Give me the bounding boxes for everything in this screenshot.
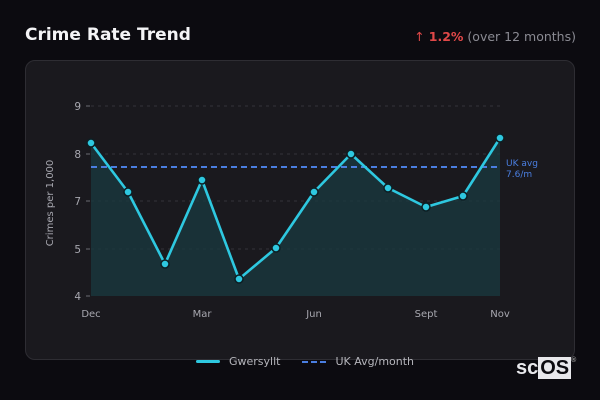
uk-average-annotation: UK avg 7.6/m [506,159,538,180]
data-point[interactable] [309,187,319,197]
svg-text:Mar: Mar [193,309,213,320]
svg-text:Sept: Sept [415,309,438,320]
svg-text:Dec: Dec [81,309,100,320]
data-point[interactable] [346,149,356,159]
series-line-gwersyllt [89,137,502,281]
trend-percent: 1.2% [428,29,464,44]
svg-text:Jun: Jun [305,309,322,320]
y-axis-ticks: 9 8 7 5 4 [74,101,81,303]
svg-text:7: 7 [74,196,81,208]
y-axis-label: Crimes per 1,000 [45,160,56,247]
svg-text:Nov: Nov [490,309,510,320]
svg-text:4: 4 [74,291,81,303]
data-point[interactable] [197,175,207,185]
data-point[interactable] [421,202,431,212]
data-points [86,133,505,284]
svg-text:9: 9 [74,101,81,113]
svg-text:8: 8 [74,149,81,161]
svg-text:UK avg: UK avg [506,159,538,169]
solid-line-swatch-icon [196,360,220,363]
svg-text:7.6/m: 7.6/m [506,170,532,180]
trend-note: (over 12 months) [467,29,576,44]
data-point[interactable] [383,183,393,193]
x-axis-ticks: Dec Mar Jun Sept Nov [81,309,510,320]
trend-indicator: ↑ 1.2% (over 12 months) [414,29,576,44]
legend-item-gwersyllt[interactable]: Gwersyllt [196,355,280,368]
data-point[interactable] [86,138,96,148]
legend-item-uk-avg[interactable]: UK Avg/month [302,355,414,368]
data-point[interactable] [160,259,170,269]
trend-up-arrow-icon: ↑ [414,29,425,44]
svg-text:5: 5 [74,244,81,256]
scos-logo: sc OS ® [516,357,577,379]
chart-legend: Gwersyllt UK Avg/month [196,355,436,368]
data-point[interactable] [271,243,281,253]
data-point[interactable] [123,187,133,197]
series-area [91,138,500,296]
data-point[interactable] [495,133,505,143]
chart-title: Crime Rate Trend [25,25,191,45]
dashed-line-swatch-icon [302,360,327,363]
data-point[interactable] [234,274,244,284]
data-point[interactable] [458,191,468,201]
